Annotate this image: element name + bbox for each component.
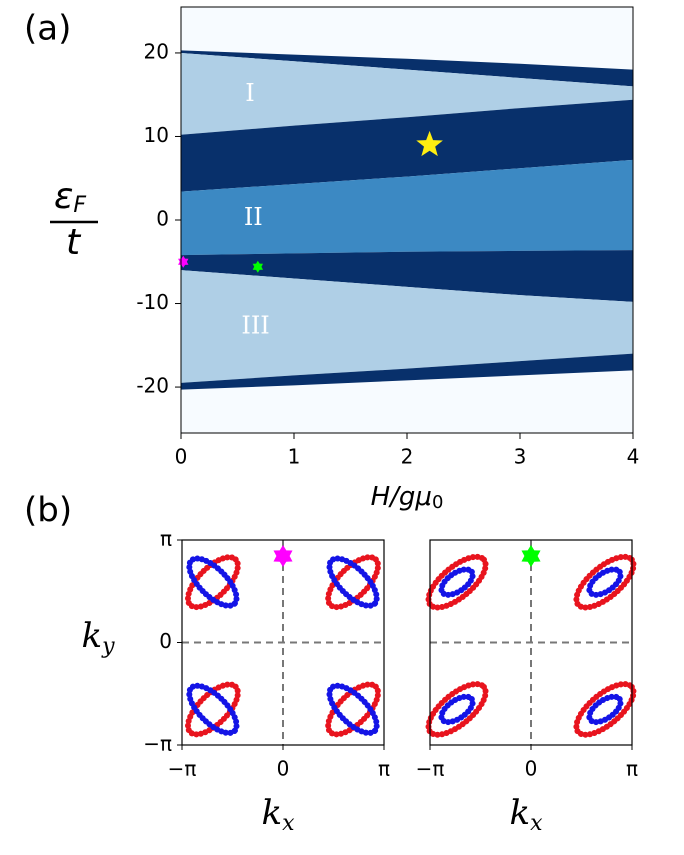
y-tick-label: 0 — [159, 629, 172, 653]
marker-star — [416, 130, 443, 157]
y-tick-label: −π — [143, 732, 172, 756]
x-tick-label: 0 — [175, 445, 188, 469]
fermi-surface — [186, 555, 240, 609]
x-tick-label: π — [378, 757, 390, 781]
y-axis-label-text: ε — [54, 176, 73, 217]
y-axis-label-sub: F — [73, 193, 86, 218]
phase-region — [181, 159, 633, 256]
y-tick-label: -10 — [136, 290, 169, 314]
x-tick-label: −π — [416, 757, 445, 781]
fermi-surface — [425, 681, 489, 738]
x-tick-label: 2 — [401, 445, 414, 469]
phase-region — [181, 250, 633, 302]
y-axis-label-sub: y — [101, 634, 115, 659]
y-tick-label: 0 — [156, 207, 169, 231]
marker-hexagram — [521, 545, 541, 568]
y-axis-label-numerator: εF — [54, 176, 86, 218]
panel-label: (a) — [24, 9, 71, 49]
x-axis-label: H/gμ0 — [371, 482, 444, 514]
phase-region — [181, 353, 633, 390]
x-tick-label: 0 — [525, 757, 538, 781]
y-axis-label-denominator: t — [66, 222, 82, 263]
fermi-surface — [425, 553, 489, 611]
x-axis-label-sub: x — [282, 811, 295, 836]
x-tick-label: π — [626, 757, 638, 781]
x-axis-label-sub: x — [530, 811, 543, 836]
x-axis-label-text: k — [509, 793, 530, 833]
region-label: I — [245, 79, 254, 107]
x-axis-label-text: H/gμ — [371, 482, 432, 512]
marker-hexagram — [252, 260, 264, 273]
y-tick-label: 20 — [144, 39, 169, 63]
phase-region — [181, 270, 633, 383]
fermi-surface — [326, 555, 380, 609]
phase-region — [181, 99, 633, 192]
fermi-surface — [186, 682, 240, 736]
fermi-surface — [184, 554, 241, 611]
panel-label: (b) — [24, 491, 72, 531]
x-axis-label: kx — [261, 793, 295, 836]
x-tick-label: −π — [168, 757, 197, 781]
x-tick-label: 3 — [514, 445, 527, 469]
region-label: III — [241, 311, 269, 339]
phase-region — [181, 52, 633, 135]
y-axis-label: ky — [81, 616, 115, 659]
x-tick-label: 0 — [277, 757, 290, 781]
fermi-surface — [438, 693, 476, 726]
fermi-surface — [325, 681, 382, 738]
fermi-surface — [438, 566, 476, 598]
x-tick-label: 1 — [288, 445, 301, 469]
fermi-surface — [586, 566, 624, 598]
x-axis-label-text: k — [261, 793, 282, 833]
fermi-surface — [573, 681, 637, 738]
fermi-surface — [586, 693, 624, 726]
y-axis-label-text: k — [81, 616, 102, 656]
region-label: II — [244, 203, 263, 231]
marker-hexagram — [273, 545, 293, 568]
phase-region — [181, 50, 633, 87]
fermi-surface — [325, 554, 382, 611]
x-tick-label: 4 — [627, 445, 640, 469]
fermi-surface — [184, 681, 241, 738]
y-tick-label: π — [160, 527, 172, 551]
x-axis-label-sub: 0 — [432, 492, 443, 513]
y-tick-label: -20 — [136, 374, 169, 398]
fermi-surface — [326, 682, 380, 736]
y-tick-label: 10 — [144, 123, 169, 147]
fermi-surface — [573, 553, 637, 611]
x-axis-label: kx — [509, 793, 543, 836]
